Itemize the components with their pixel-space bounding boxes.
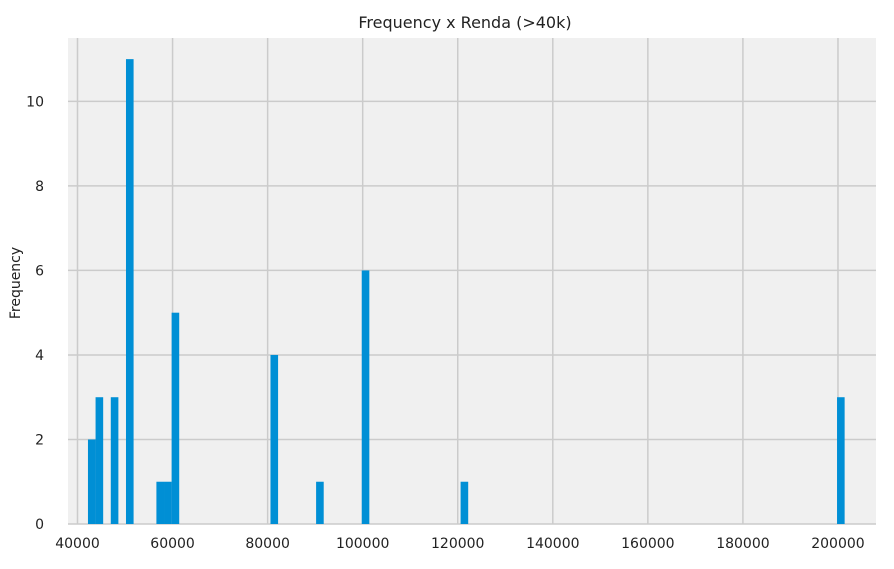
x-tick-label: 80000 — [245, 536, 290, 552]
y-tick-label: 2 — [35, 432, 44, 448]
x-tick-label: 40000 — [55, 536, 100, 552]
histogram-bar — [171, 312, 180, 524]
x-tick-label: 100000 — [336, 536, 389, 552]
x-tick-label: 140000 — [526, 536, 579, 552]
histogram-bar — [110, 397, 119, 524]
histogram-bar — [361, 270, 370, 524]
histogram-bar — [837, 397, 845, 524]
chart-title: Frequency x Renda (>40k) — [358, 13, 571, 32]
x-tick-label: 180000 — [716, 536, 769, 552]
histogram-bar — [87, 439, 96, 524]
x-tick-label: 120000 — [431, 536, 484, 552]
histogram-bar — [156, 481, 165, 524]
histogram-bar — [316, 481, 324, 524]
histogram-bar — [164, 481, 172, 524]
grid-lines — [68, 38, 876, 525]
y-tick-label: 6 — [35, 263, 44, 279]
histogram-bar — [270, 354, 279, 524]
plot-background — [68, 38, 876, 524]
x-tick-label: 200000 — [811, 536, 864, 552]
histogram-bar — [95, 397, 104, 524]
y-tick-labels: 0 2 4 6 8 10 — [26, 94, 44, 533]
y-tick-label: 10 — [26, 94, 44, 110]
x-tick-labels: 40000 60000 80000 100000 120000 140000 160000 1… — [55, 536, 864, 552]
x-tick-label: 160000 — [621, 536, 674, 552]
x-tick-label: 60000 — [150, 536, 195, 552]
histogram-bar — [460, 481, 469, 524]
y-tick-label: 0 — [35, 517, 44, 533]
bars-group — [87, 59, 845, 525]
y-tick-label: 8 — [35, 179, 44, 195]
y-tick-label: 4 — [35, 348, 44, 364]
y-axis-label: Frequency — [8, 247, 24, 319]
histogram-bar — [125, 59, 134, 525]
